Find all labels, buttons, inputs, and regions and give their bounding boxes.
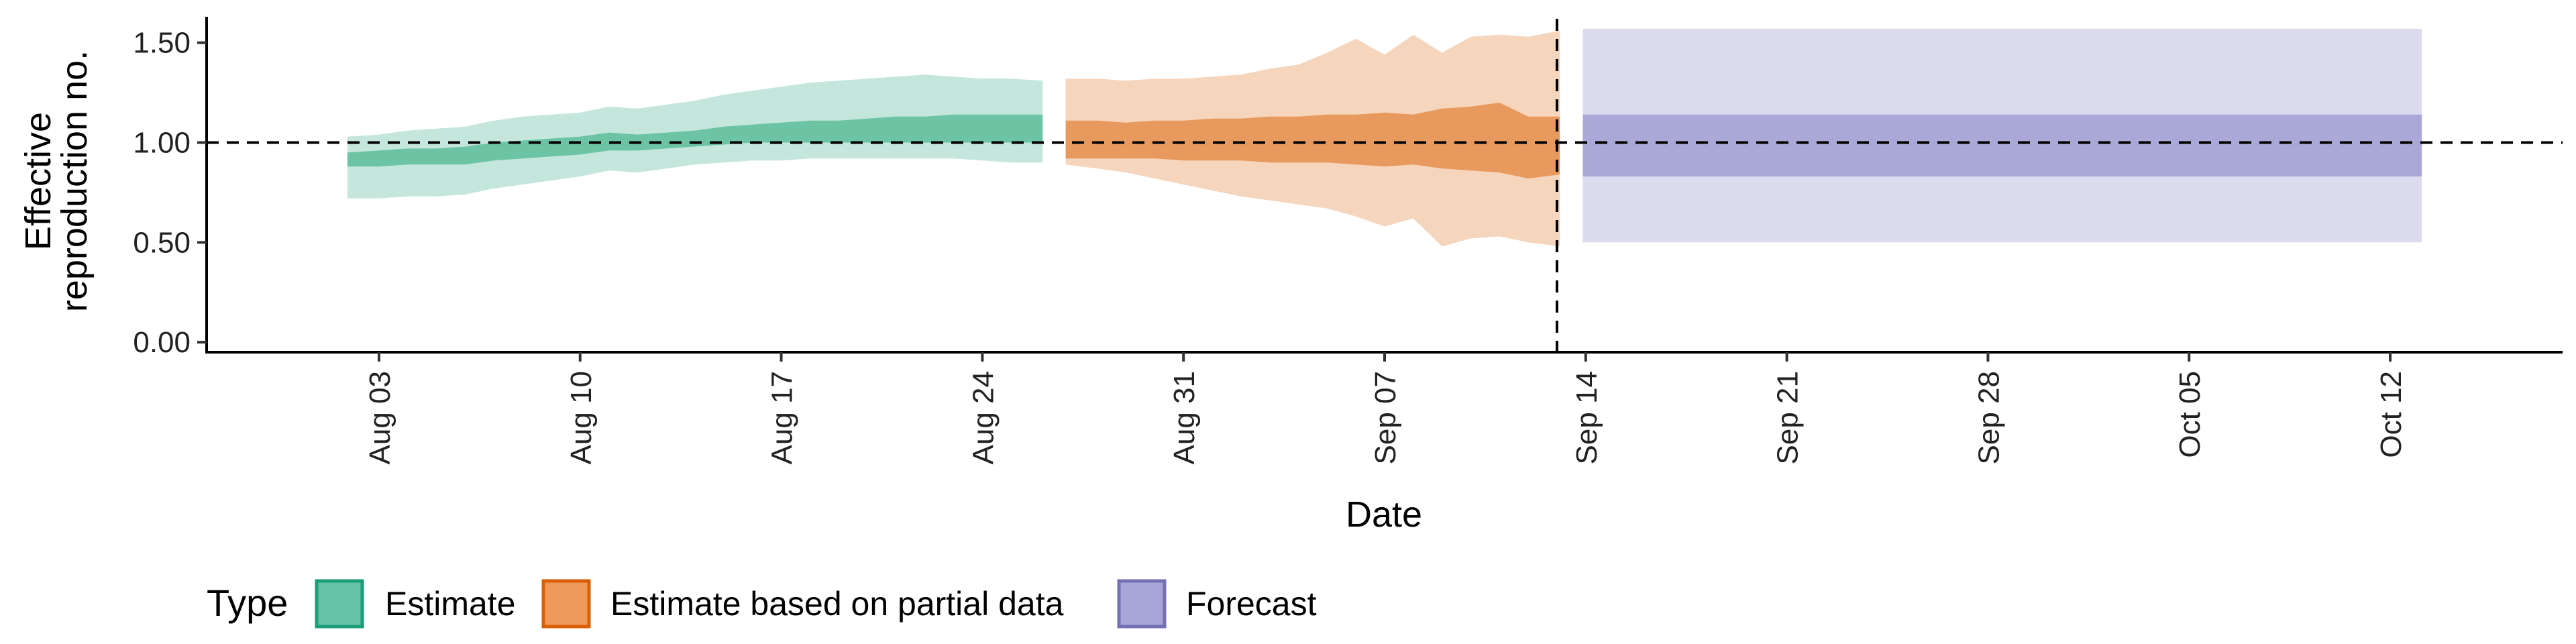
y-axis-title: Effective reproduction no.	[18, 50, 95, 312]
legend: Type Estimate Estimate based on partial …	[207, 579, 1317, 629]
x-tick-label: Aug 03	[364, 371, 396, 464]
x-tick-label: Aug 31	[1168, 371, 1201, 464]
legend-swatch-estimate	[315, 579, 364, 629]
x-tick-label: Oct 05	[2174, 371, 2206, 458]
x-ticks: Aug 03 Aug 10 Aug 17 Aug 24 Aug 31 Sep 07 Sep …	[364, 352, 2408, 464]
ribbon-inner-estimate-based-on-partial-data	[1065, 103, 1560, 179]
legend-label-partial: Estimate based on partial data	[610, 585, 1064, 623]
ribbons	[347, 28, 2422, 247]
reference-lines	[207, 19, 2563, 352]
legend-item-forecast: Forecast	[1117, 579, 1317, 629]
y-tick-label: 0.00	[133, 326, 191, 359]
ribbon-inner-estimate	[347, 114, 1043, 167]
x-tick-label: Oct 12	[2375, 371, 2408, 458]
x-tick-label: Sep 07	[1369, 371, 1402, 464]
ribbon-inner-forecast	[1582, 114, 2422, 177]
x-tick-label: Sep 21	[1772, 371, 1805, 464]
x-tick-label: Aug 10	[565, 371, 598, 464]
legend-label-forecast: Forecast	[1186, 585, 1317, 623]
x-tick-label: Sep 14	[1570, 371, 1603, 464]
legend-title: Type	[207, 582, 288, 624]
x-tick-label: Aug 17	[766, 371, 799, 464]
y-ticks: 0.00 0.50 1.00 1.50	[133, 27, 207, 359]
y-tick-label: 1.50	[133, 27, 191, 60]
x-tick-label: Sep 28	[1972, 371, 2005, 464]
legend-item-partial: Estimate based on partial data	[541, 579, 1064, 629]
x-axis-title: Date	[1346, 494, 1422, 535]
y-tick-label: 0.50	[133, 226, 191, 259]
y-tick-label: 1.00	[133, 127, 191, 160]
legend-swatch-partial	[541, 579, 591, 629]
x-tick-label: Aug 24	[967, 371, 1000, 464]
y-axis-title-line-1: Effective	[18, 112, 58, 250]
legend-swatch-forecast	[1117, 579, 1167, 629]
legend-label-estimate: Estimate	[385, 585, 516, 623]
y-axis-title-line-2: reproduction no.	[54, 50, 95, 312]
legend-item-estimate: Estimate	[315, 579, 516, 629]
